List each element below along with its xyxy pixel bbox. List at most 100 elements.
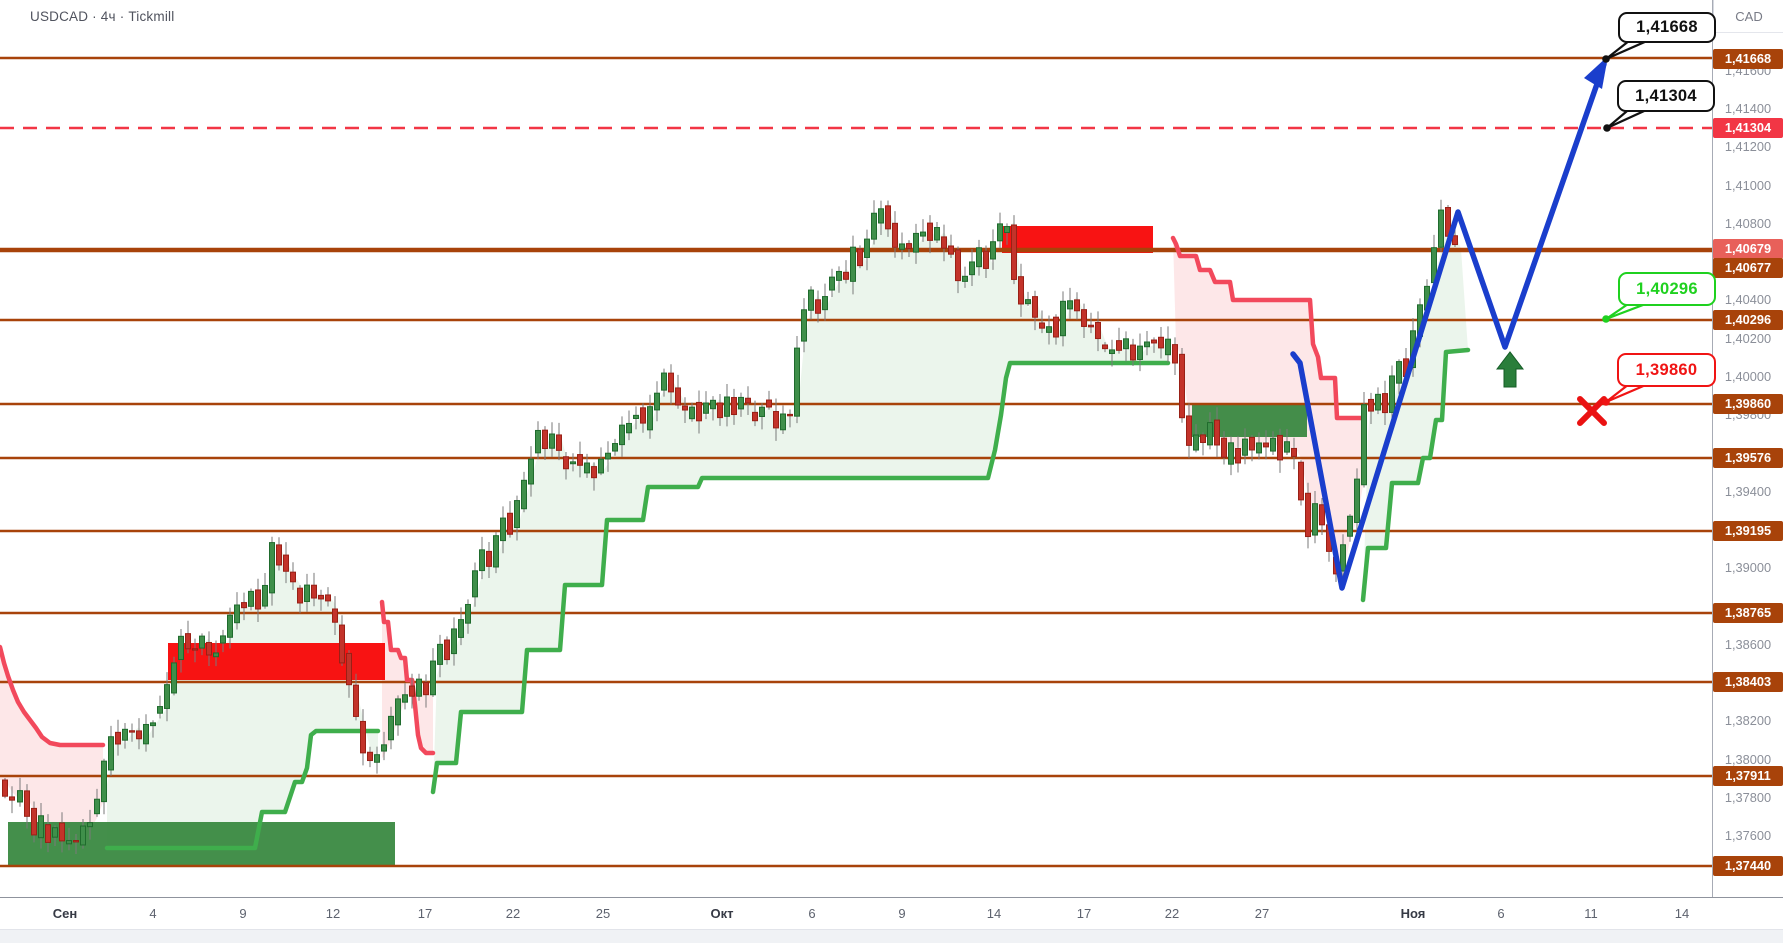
candle-bullish [213, 652, 219, 658]
candle-bearish [423, 681, 429, 696]
candle-bullish [605, 452, 611, 460]
candle-bullish [269, 542, 275, 594]
candle-bullish [549, 433, 555, 449]
candle-bullish [1123, 338, 1129, 350]
forecast-zigzag-arrow[interactable] [1290, 61, 1607, 591]
candle-bullish [178, 635, 184, 661]
candle-bullish [822, 296, 828, 311]
candle-bearish [1249, 436, 1255, 451]
candle-bullish [633, 414, 639, 419]
candle-bearish [1179, 353, 1185, 419]
candle-bullish [1060, 300, 1066, 337]
candle-bearish [486, 550, 492, 567]
callout-anchor-dot [1602, 398, 1610, 406]
candle-bullish [1109, 349, 1115, 355]
candle-bullish [143, 723, 149, 745]
cross-icon[interactable] [1577, 396, 1607, 426]
candle-bullish [598, 458, 604, 474]
candle-bearish [1368, 398, 1374, 412]
candle-bullish [80, 825, 86, 846]
price-badge: 1,40296 [1713, 310, 1783, 330]
candle-bullish [850, 246, 856, 282]
time-tick-label: 17 [1076, 906, 1092, 921]
symbol-title: USDCAD · 4ч · Tickmill [30, 9, 175, 24]
candle-bearish [668, 372, 674, 393]
candle-bearish [1053, 316, 1059, 338]
price-callout[interactable]: 1,40296 [1618, 272, 1716, 306]
candle-bullish [304, 584, 310, 603]
candle-bearish [1214, 419, 1220, 446]
candle-bullish [990, 241, 996, 260]
price-tick-label: 1,41400 [1724, 101, 1772, 116]
time-tick-label: 14 [986, 906, 1002, 921]
price-badge: 1,40679 [1713, 239, 1783, 259]
candle-bullish [52, 827, 58, 838]
price-callout[interactable]: 1,41304 [1617, 80, 1715, 112]
candle-bullish [1375, 393, 1381, 411]
candle-bullish [871, 212, 877, 240]
candle-bearish [1158, 336, 1164, 349]
candle-bullish [535, 429, 541, 454]
candle-bullish [17, 790, 23, 803]
price-badge: 1,37440 [1713, 856, 1783, 876]
candle-bearish [1018, 276, 1024, 305]
candle-bullish [794, 347, 800, 417]
callout-anchor-dot [1602, 55, 1610, 63]
arrow-up-icon[interactable] [1495, 351, 1525, 388]
candle-bullish [780, 413, 786, 431]
time-tick-label: 12 [325, 906, 341, 921]
time-axis-border [0, 897, 1783, 898]
candle-bullish [1137, 345, 1143, 360]
candle-bullish [1046, 326, 1052, 333]
candle-bullish [689, 406, 695, 420]
price-callout[interactable]: 1,41668 [1618, 12, 1716, 43]
candle-bearish [717, 402, 723, 419]
candle-bearish [815, 299, 821, 314]
candle-bullish [220, 635, 226, 644]
price-tick-label: 1,41000 [1724, 178, 1772, 193]
candle-bullish [479, 549, 485, 572]
candle-bearish [591, 466, 597, 479]
candle-bearish [906, 243, 912, 250]
candle-bearish [766, 399, 772, 408]
candle-bearish [444, 639, 450, 661]
candle-bullish [472, 570, 478, 598]
candle-bearish [1200, 434, 1206, 443]
candle-bullish [612, 443, 618, 452]
candle-bullish [262, 584, 268, 607]
candle-bullish [626, 422, 632, 434]
price-badge: 1,38403 [1713, 672, 1783, 692]
candle-bullish [1004, 226, 1010, 234]
candle-bearish [1382, 393, 1388, 414]
candle-bearish [1186, 415, 1192, 446]
candle-bullish [227, 614, 233, 638]
candle-bullish [570, 461, 576, 465]
candle-bullish [430, 660, 436, 696]
candle-bullish [66, 840, 72, 845]
candle-bearish [45, 824, 51, 843]
candle-bearish [752, 411, 758, 422]
candle-bullish [1228, 442, 1234, 465]
candle-bullish [899, 243, 905, 250]
candle-bullish [1340, 544, 1346, 572]
candle-bullish [1361, 404, 1367, 486]
price-tick-label: 1,38600 [1724, 637, 1772, 652]
candle-bullish [493, 535, 499, 568]
price-badge: 1,41668 [1713, 49, 1783, 69]
candle-bearish [731, 397, 737, 416]
callout-anchor-dot [1603, 124, 1611, 132]
candle-bullish [437, 643, 443, 665]
demand-zone[interactable] [8, 822, 395, 866]
candle-bullish [913, 232, 919, 253]
candle-bullish [759, 406, 765, 417]
candle-bearish [325, 594, 331, 602]
price-callout[interactable]: 1,39860 [1617, 353, 1716, 387]
candle-bearish [983, 250, 989, 269]
candle-bearish [577, 454, 583, 466]
time-tick-label: 17 [417, 906, 433, 921]
candle-bullish [710, 399, 716, 410]
candle-bearish [696, 401, 702, 422]
time-tick-label: 9 [898, 906, 906, 921]
candle-bullish [647, 406, 653, 431]
